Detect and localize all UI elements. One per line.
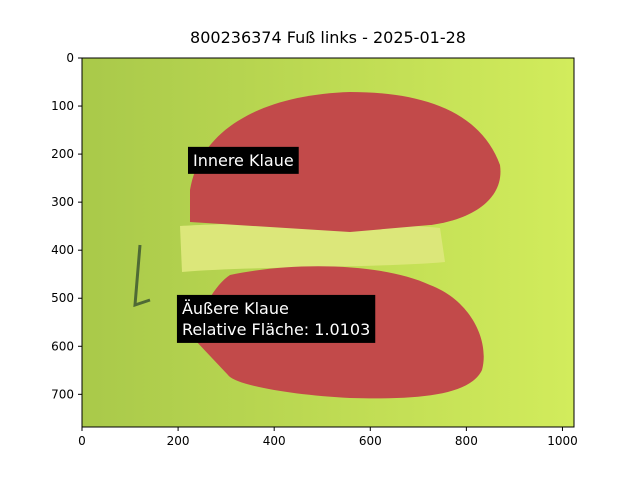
y-tick-label: 500 xyxy=(51,291,74,305)
y-tick-label: 600 xyxy=(51,339,74,353)
x-tick-label: 1000 xyxy=(547,434,578,448)
x-tick-label: 200 xyxy=(167,434,190,448)
annotation-text: Äußere Klaue xyxy=(182,299,289,318)
annotation: Äußere Klaue Relative Fläche: 1.0103 xyxy=(176,294,376,343)
y-tick-label: 400 xyxy=(51,243,74,257)
y-tick-label: 300 xyxy=(51,195,74,209)
annotation-box xyxy=(187,146,299,174)
y-tick-label: 700 xyxy=(51,387,74,401)
chart-title: 800236374 Fuß links - 2025-01-28 xyxy=(190,28,466,47)
annotation-text: Innere Klaue xyxy=(193,151,294,170)
x-tick-label: 0 xyxy=(78,434,86,448)
x-tick-label: 400 xyxy=(263,434,286,448)
annotation-box xyxy=(176,294,376,343)
photo xyxy=(82,58,574,427)
y-tick-label: 0 xyxy=(66,51,74,65)
x-tick-label: 800 xyxy=(455,434,478,448)
y-tick-label: 100 xyxy=(51,99,74,113)
annotation-text: Relative Fläche: 1.0103 xyxy=(182,320,370,339)
annotation: Innere Klaue xyxy=(187,146,299,174)
axes-frame xyxy=(81,57,575,428)
y-tick-label: 200 xyxy=(51,147,74,161)
x-tick-label: 600 xyxy=(359,434,382,448)
